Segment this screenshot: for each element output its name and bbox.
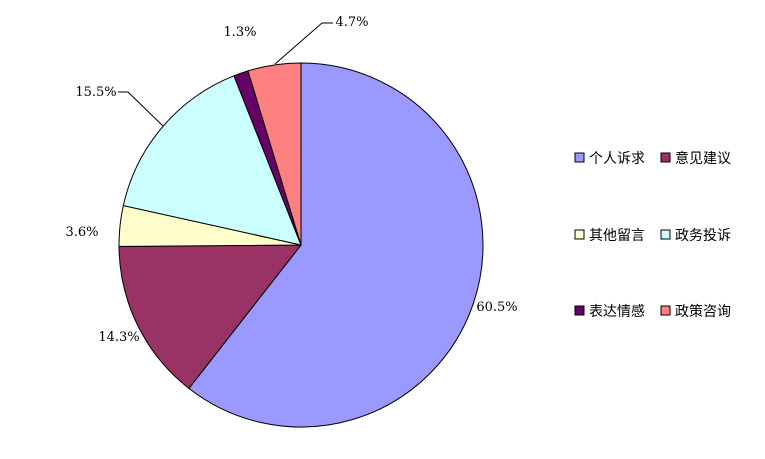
pie-slice bbox=[247, 62, 302, 246]
leader-line bbox=[118, 91, 164, 127]
leader-line bbox=[274, 22, 333, 65]
pie-slice bbox=[118, 244, 303, 390]
legend-swatch bbox=[574, 152, 585, 163]
slice-percent-label: 3.6% bbox=[65, 225, 98, 240]
legend-swatch bbox=[574, 305, 585, 316]
legend-swatch bbox=[574, 229, 585, 240]
pie-slice bbox=[188, 62, 484, 428]
slice-labels: 60.5% 14.3% 3.6% 15.5% 1.3% 4.7% bbox=[65, 15, 517, 345]
legend-label: 个人诉求 bbox=[589, 151, 645, 167]
slice-percent-label: 4.7% bbox=[335, 15, 368, 30]
legend-swatch bbox=[660, 229, 671, 240]
slice-percent-label: 15.5% bbox=[75, 85, 116, 100]
legend-label: 其他留言 bbox=[589, 228, 645, 244]
legend-swatch bbox=[660, 152, 671, 163]
slice-percent-label: 60.5% bbox=[476, 300, 517, 315]
legend-label: 政务投诉 bbox=[675, 228, 731, 244]
legend-swatch bbox=[660, 305, 671, 316]
leader-lines bbox=[118, 22, 333, 127]
slice-percent-label: 14.3% bbox=[98, 330, 139, 345]
legend-label: 政策咨询 bbox=[675, 303, 731, 320]
pie-slices bbox=[118, 62, 484, 428]
slice-percent-label: 1.3% bbox=[223, 25, 256, 40]
legend-label: 表达情感 bbox=[589, 303, 645, 320]
legend-label: 意见建议 bbox=[675, 150, 731, 167]
pie-slice bbox=[122, 75, 302, 246]
